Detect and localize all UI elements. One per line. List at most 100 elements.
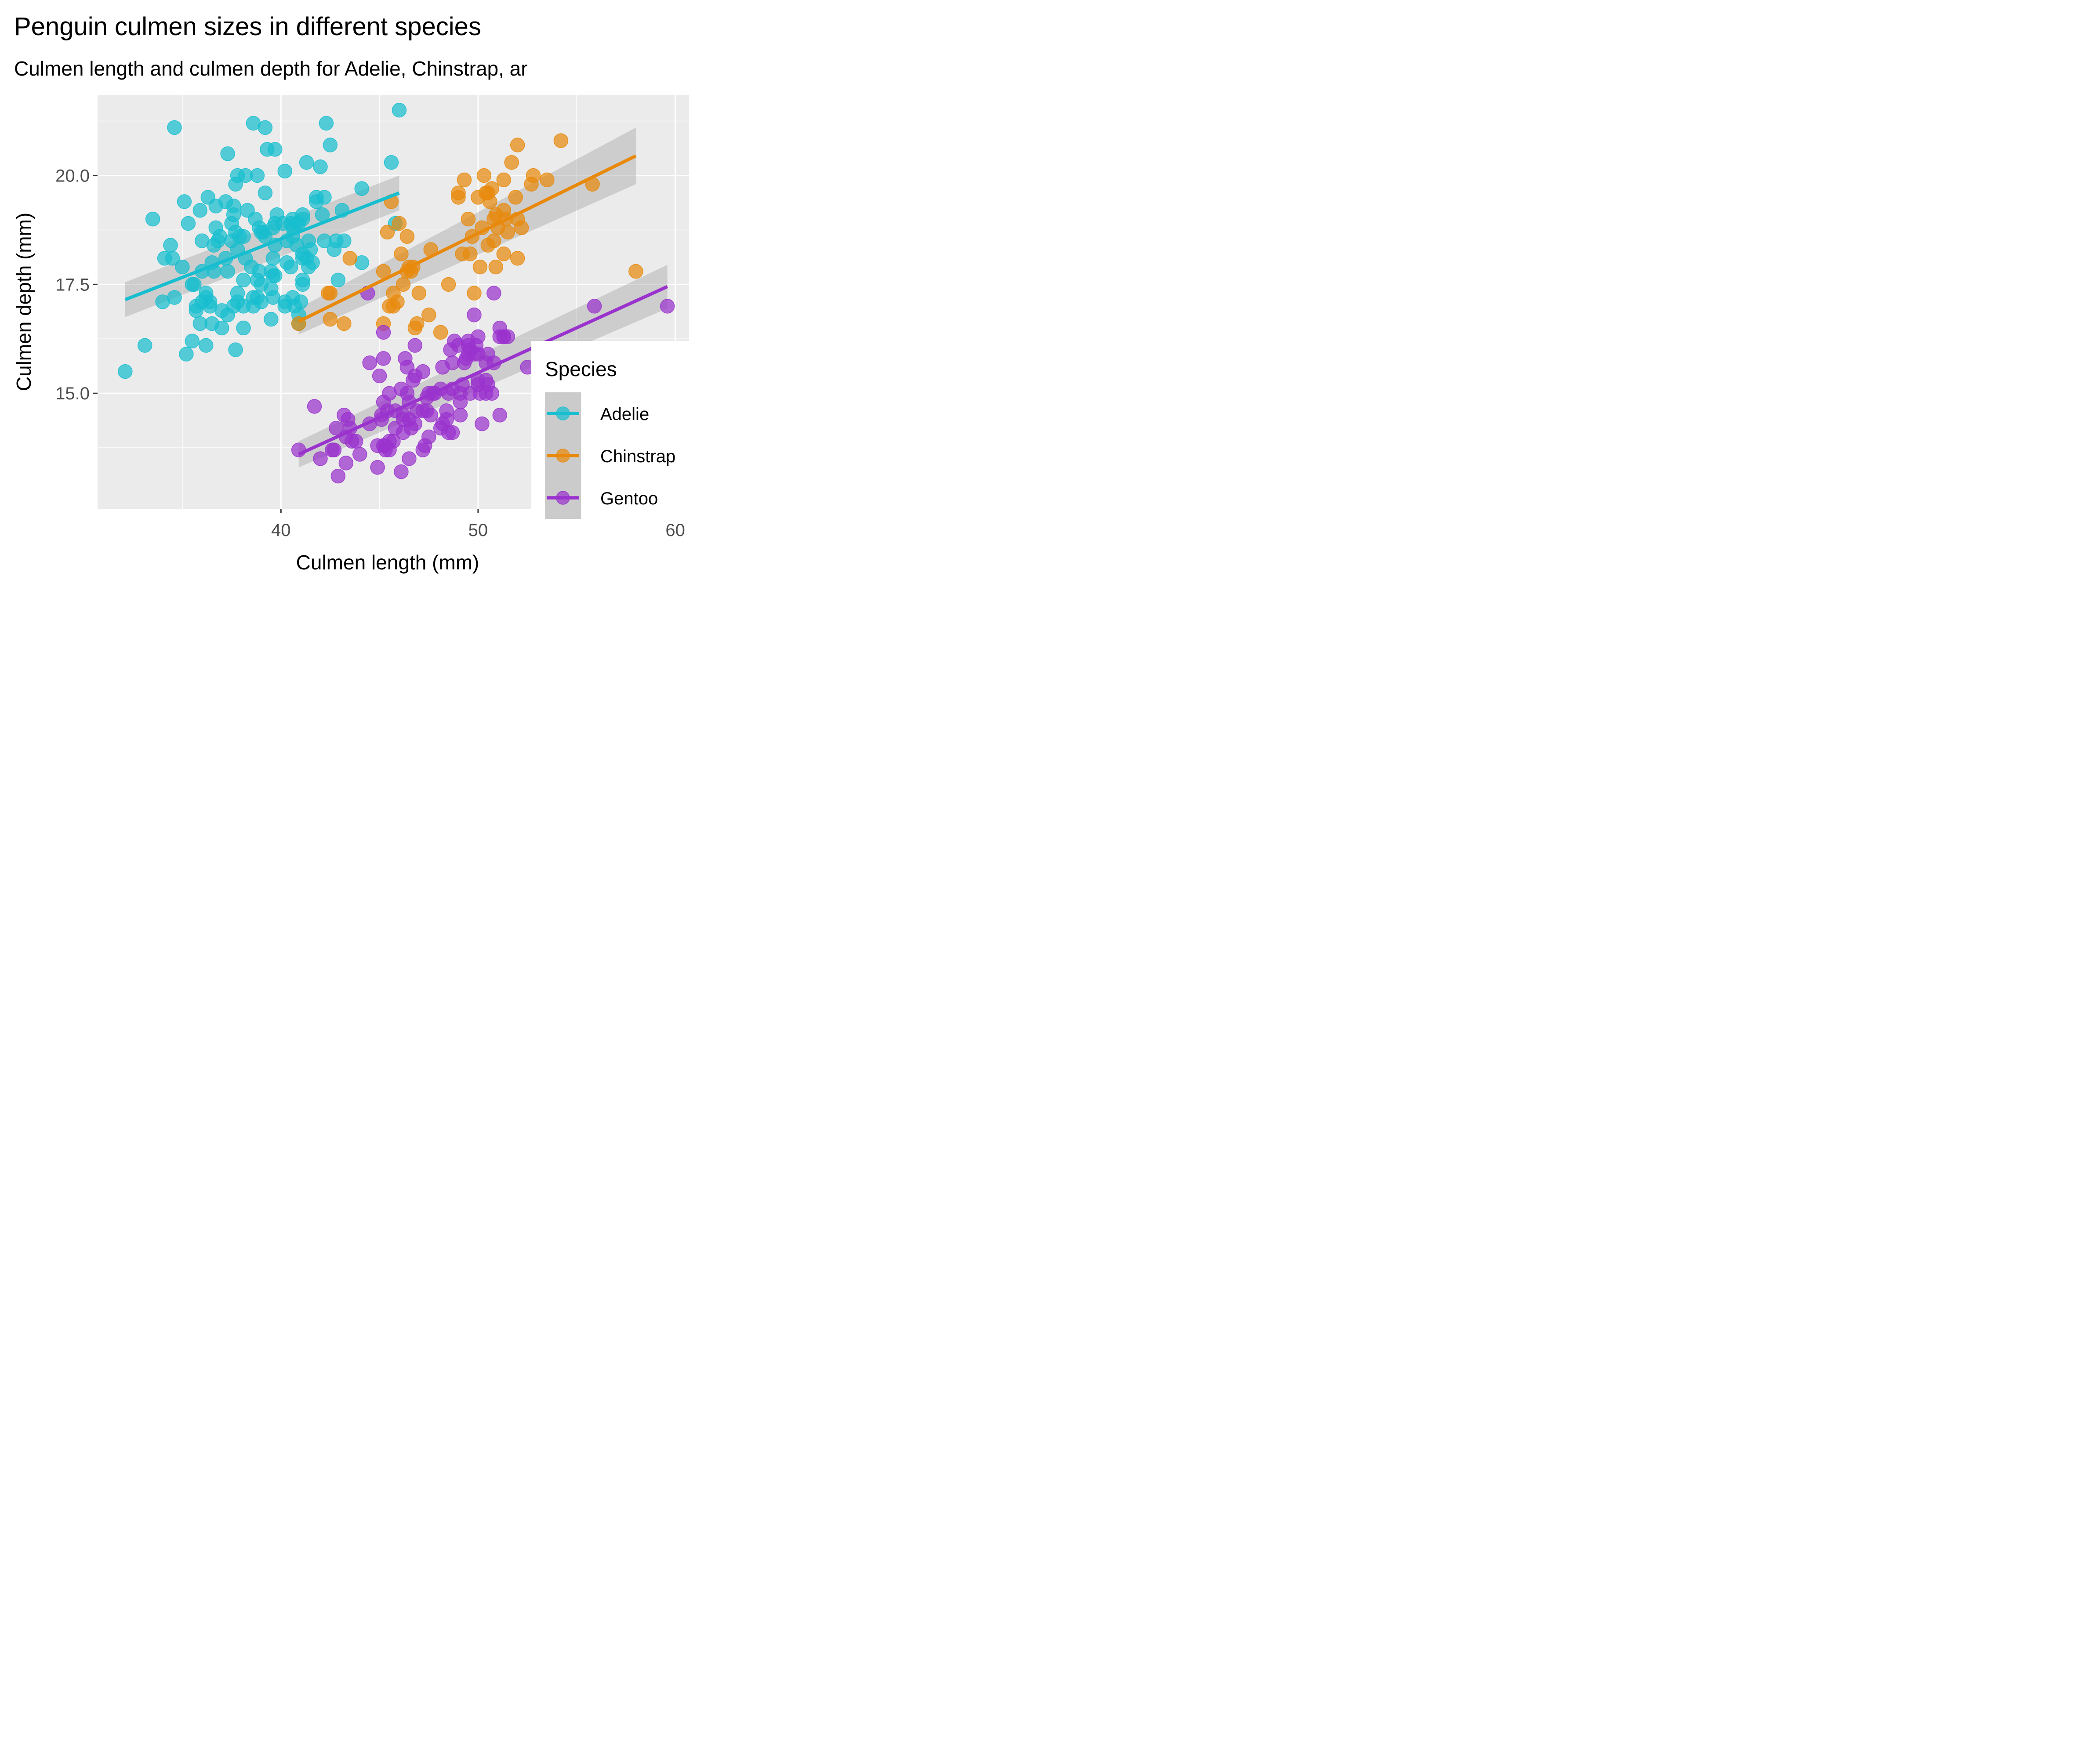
data-point-gentoo bbox=[423, 408, 438, 423]
data-point-chinstrap bbox=[323, 286, 338, 301]
data-point-adelie bbox=[265, 251, 281, 266]
data-point-gentoo bbox=[486, 286, 501, 301]
data-point-gentoo bbox=[415, 364, 431, 379]
data-point-adelie bbox=[175, 259, 190, 275]
data-point-gentoo bbox=[407, 338, 423, 353]
data-point-gentoo bbox=[407, 416, 423, 431]
data-point-adelie bbox=[313, 159, 328, 174]
x-tick-label: 40 bbox=[271, 521, 291, 540]
data-point-chinstrap bbox=[500, 225, 515, 240]
data-point-chinstrap bbox=[488, 259, 504, 275]
data-point-chinstrap bbox=[476, 168, 492, 183]
data-point-gentoo bbox=[421, 429, 436, 445]
data-point-adelie bbox=[295, 272, 310, 288]
data-point-adelie bbox=[250, 168, 265, 183]
data-point-gentoo bbox=[394, 464, 409, 479]
data-point-adelie bbox=[303, 242, 318, 257]
data-point-gentoo bbox=[500, 329, 515, 344]
legend-label-gentoo: Gentoo bbox=[600, 489, 658, 508]
data-point-chinstrap bbox=[441, 277, 456, 292]
data-point-chinstrap bbox=[380, 225, 395, 240]
data-point-chinstrap bbox=[510, 251, 525, 266]
data-point-chinstrap bbox=[484, 181, 500, 196]
data-point-adelie bbox=[230, 286, 245, 301]
data-point-adelie bbox=[258, 185, 273, 200]
data-point-chinstrap bbox=[394, 246, 409, 261]
data-point-adelie bbox=[323, 138, 338, 152]
data-point-chinstrap bbox=[508, 190, 523, 205]
data-point-gentoo bbox=[338, 456, 354, 471]
data-point-gentoo bbox=[291, 442, 306, 457]
data-point-adelie bbox=[187, 277, 202, 292]
data-point-adelie bbox=[226, 199, 241, 214]
data-point-adelie bbox=[214, 320, 229, 336]
data-point-adelie bbox=[293, 294, 308, 309]
data-point-adelie bbox=[258, 120, 273, 135]
y-axis-label: Culmen depth (mm) bbox=[12, 213, 35, 391]
data-points bbox=[118, 102, 675, 484]
data-point-gentoo bbox=[362, 355, 377, 370]
data-point-adelie bbox=[137, 338, 152, 353]
data-point-adelie bbox=[202, 294, 218, 309]
data-point-chinstrap bbox=[323, 312, 338, 327]
data-point-chinstrap bbox=[433, 325, 448, 340]
data-point-gentoo bbox=[484, 386, 500, 401]
data-point-adelie bbox=[167, 120, 182, 135]
data-point-chinstrap bbox=[510, 138, 525, 152]
data-point-gentoo bbox=[439, 403, 454, 418]
data-point-adelie bbox=[163, 238, 178, 253]
data-point-gentoo bbox=[471, 329, 486, 344]
x-tick-label: 60 bbox=[665, 521, 685, 540]
data-point-gentoo bbox=[402, 451, 417, 466]
data-point-chinstrap bbox=[526, 168, 541, 183]
data-point-adelie bbox=[118, 364, 133, 379]
data-point-adelie bbox=[177, 194, 192, 209]
data-point-gentoo bbox=[313, 451, 328, 466]
data-point-adelie bbox=[317, 190, 332, 205]
data-point-chinstrap bbox=[421, 307, 436, 322]
data-point-chinstrap bbox=[396, 277, 411, 292]
trend-line-adelie bbox=[124, 191, 400, 301]
data-point-gentoo bbox=[352, 447, 367, 462]
data-point-gentoo bbox=[660, 299, 675, 314]
data-point-gentoo bbox=[587, 299, 602, 314]
data-point-adelie bbox=[236, 320, 251, 336]
data-point-chinstrap bbox=[467, 286, 482, 301]
y-axis: 15.0 17.5 20.0 bbox=[55, 166, 98, 403]
data-point-adelie bbox=[299, 155, 314, 170]
data-point-adelie bbox=[185, 333, 200, 348]
legend-label-chinstrap: Chinstrap bbox=[600, 447, 675, 466]
data-point-adelie bbox=[199, 338, 214, 353]
data-point-gentoo bbox=[348, 434, 363, 449]
data-point-chinstrap bbox=[342, 251, 358, 266]
data-point-adelie bbox=[295, 207, 310, 222]
data-point-chinstrap bbox=[392, 216, 407, 231]
data-point-chinstrap bbox=[399, 229, 415, 244]
data-point-adelie bbox=[268, 268, 283, 283]
data-point-gentoo bbox=[445, 425, 460, 440]
data-point-adelie bbox=[305, 255, 320, 270]
y-tick-label: 15.0 bbox=[55, 384, 90, 403]
data-point-adelie bbox=[236, 272, 251, 288]
data-point-gentoo bbox=[376, 351, 391, 366]
x-axis-label: Culmen length (mm) bbox=[296, 551, 479, 574]
y-tick-label: 17.5 bbox=[55, 275, 90, 294]
data-point-chinstrap bbox=[390, 294, 405, 309]
data-point-adelie bbox=[145, 211, 160, 227]
data-point-adelie bbox=[354, 181, 369, 196]
data-point-gentoo bbox=[372, 368, 387, 384]
data-point-adelie bbox=[264, 312, 279, 327]
data-point-gentoo bbox=[475, 416, 490, 431]
data-point-adelie bbox=[228, 342, 243, 357]
data-point-adelie bbox=[337, 233, 352, 248]
trend-line-gentoo bbox=[298, 285, 668, 456]
data-point-adelie bbox=[179, 347, 194, 362]
legend-label-adelie: Adelie bbox=[600, 405, 649, 424]
data-point-chinstrap bbox=[496, 246, 512, 261]
data-point-chinstrap bbox=[514, 220, 529, 235]
data-point-adelie bbox=[192, 203, 208, 218]
data-point-chinstrap bbox=[472, 259, 488, 275]
data-point-chinstrap bbox=[463, 246, 478, 261]
scatter-chart: Penguin culmen sizes in different specie… bbox=[12, 12, 689, 574]
legend-keys: Adelie Chinstrap Gentoo bbox=[545, 392, 675, 519]
